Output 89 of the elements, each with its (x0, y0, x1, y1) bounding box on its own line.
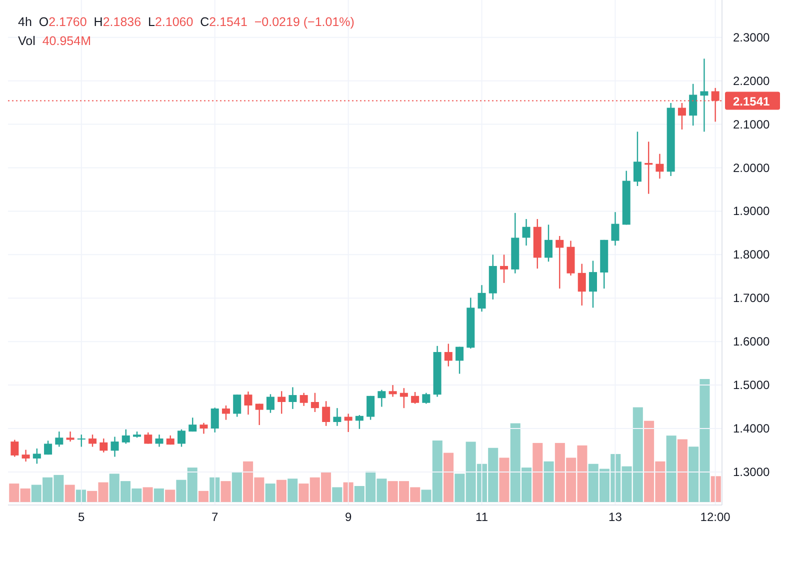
candlestick (678, 102, 686, 130)
y-tick-label: 1.6000 (733, 334, 770, 349)
bar (332, 487, 342, 502)
bar (232, 472, 242, 502)
bar (154, 488, 164, 502)
bar (265, 484, 276, 502)
candlestick (100, 438, 108, 454)
candlestick (500, 254, 508, 284)
candlestick (588, 260, 597, 308)
y-tick-label: 1.5000 (733, 378, 770, 392)
x-tick-label: 11 (476, 510, 488, 524)
candlestick (278, 390, 286, 414)
candlestick (456, 346, 464, 374)
candlestick (122, 428, 130, 444)
candlestick (300, 392, 308, 407)
text: 4h O2.1760 H2.1836 L2.1060 C2.1541 −0.0219 (−1.01%) (18, 15, 354, 29)
candlestick (478, 284, 486, 312)
y-tick-label: 1.8000 (733, 248, 770, 262)
candlestick (255, 403, 264, 426)
candlestick (344, 413, 352, 433)
candlestick (633, 131, 642, 187)
candlestick (578, 263, 586, 306)
candlestick (556, 235, 564, 290)
candlestick (155, 434, 164, 448)
y-tick-label: 2.3000 (733, 30, 770, 44)
candlestick (288, 386, 297, 410)
candlestick (611, 211, 620, 246)
candlestick (222, 404, 230, 420)
candlestick (388, 384, 397, 398)
candlestick (22, 449, 30, 462)
candlestick (55, 430, 64, 448)
y-tick-label: 2.2000 (733, 74, 770, 88)
y-tick-label: 1.7000 (733, 291, 770, 306)
y-tick-label: 1.4000 (733, 422, 770, 436)
bar (444, 452, 454, 502)
candlestick (366, 395, 375, 420)
bar (666, 436, 676, 502)
candlestick (244, 390, 252, 416)
candlestick (333, 407, 342, 427)
annotation: Vol 40.954M (18, 34, 91, 48)
bar (165, 490, 176, 502)
candlestick (355, 414, 364, 430)
candlestick (322, 400, 330, 427)
candlestick (544, 224, 553, 262)
candlestick (110, 436, 119, 458)
candlestick (10, 439, 19, 458)
bar (288, 478, 298, 502)
candlestick (411, 391, 420, 404)
bar (142, 487, 153, 502)
ref-line-label: 2.1541 (733, 94, 770, 108)
candlestick (177, 428, 186, 448)
bar (677, 439, 688, 502)
bar (499, 458, 510, 502)
bar (544, 461, 554, 502)
candlestick (378, 389, 386, 408)
bar (64, 484, 75, 502)
candlestick (700, 58, 708, 132)
x-tick-label: 9 (344, 510, 352, 524)
y-tick-label: 1.9000 (733, 204, 770, 218)
candlestick (400, 387, 408, 409)
candlestick (200, 422, 208, 434)
bar (198, 490, 208, 502)
x-tick-label: 13 (608, 510, 622, 524)
candlestick (689, 83, 698, 126)
bar (76, 490, 86, 502)
candlestick (77, 434, 86, 448)
candlestick (66, 430, 74, 442)
candlestick (656, 153, 664, 180)
candlestick (266, 394, 274, 414)
y-tick-label: 1.3000 (733, 464, 770, 479)
y-tick-label: 2.1000 (733, 117, 770, 132)
candlestick (44, 440, 52, 456)
candlestick (444, 343, 452, 367)
candlestick (233, 394, 242, 418)
x-tick-label: 5 (78, 510, 86, 524)
candlestick (310, 392, 319, 413)
bar (220, 481, 231, 502)
bar (532, 442, 543, 502)
candlestick (210, 407, 219, 434)
x-tick-label: 12:00 (700, 510, 731, 524)
candlestick (422, 392, 430, 404)
bar (276, 480, 286, 502)
candlestick (188, 417, 197, 432)
candlestick (522, 218, 530, 246)
bar (710, 476, 721, 502)
candlestick (32, 448, 41, 464)
x-tick-label: 7 (212, 510, 219, 524)
candlestick (88, 434, 97, 448)
y-tick-label: 2.0000 (733, 160, 770, 175)
